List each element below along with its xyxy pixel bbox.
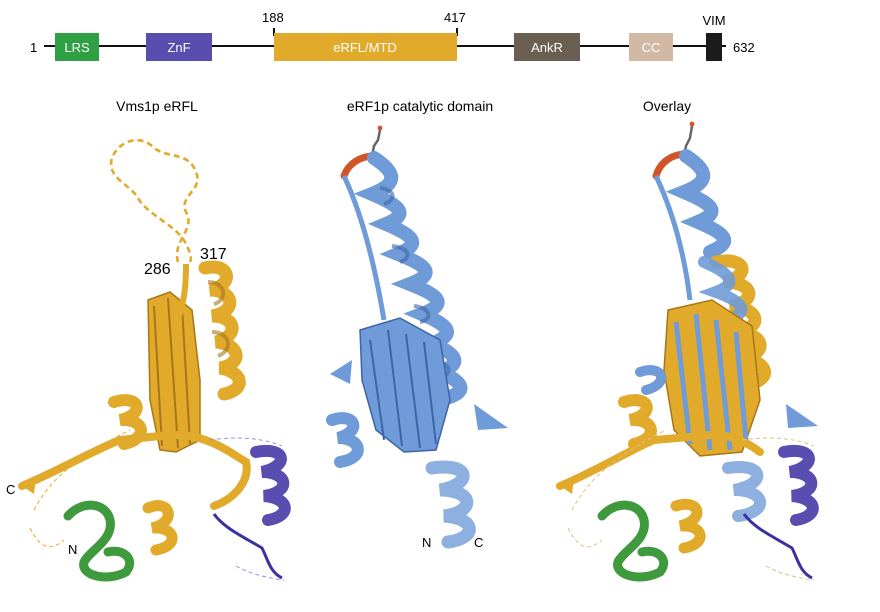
lower-base: [18, 431, 251, 510]
purple-loop: [212, 513, 283, 580]
beta-arrow-right: [474, 404, 508, 430]
domain-box-vim: [706, 33, 722, 61]
domain-map-end-label: 632: [733, 40, 755, 55]
domain-box-znf: [146, 33, 212, 61]
domain-label-ankr: AnkR: [531, 40, 563, 55]
overlay-beta-arrow: [786, 404, 818, 428]
overlay-blue-helix-lower: [698, 256, 748, 326]
panel-title-overlay: Overlay: [643, 98, 691, 114]
domain-label-znf: ZnF: [167, 40, 190, 55]
long-helix-shade: [379, 186, 451, 380]
residue-label-286: 286: [144, 261, 171, 278]
beta-core: [359, 317, 451, 453]
overlay-lower-helix-gold: [670, 498, 706, 554]
helix-317: [198, 260, 246, 401]
tip-sidechain-end: [377, 125, 383, 131]
domain-box-erfl: [274, 33, 457, 61]
green-region: [63, 500, 135, 582]
overlay-helix-left-blue: [635, 365, 667, 395]
beta-core-strands: [369, 329, 437, 449]
overlay-lower-helix-blue: [722, 461, 766, 522]
overlay-purple-helix: [778, 444, 819, 526]
purple-helix: [250, 444, 291, 526]
domain-label-vim: VIM: [702, 13, 725, 28]
structure-vms1p-erfl: 286 317 C N: [6, 139, 291, 582]
domain-label-cc: CC: [642, 40, 661, 55]
connector-dash-right: [209, 437, 285, 581]
connector-dash-left: [29, 429, 131, 548]
domain-box-cc: [629, 33, 673, 61]
c-terminus-label-left: C: [6, 482, 15, 497]
domain-box-ankr: [514, 33, 580, 61]
helix-317-shade: [207, 280, 230, 358]
c-terminus-label-mid: C: [474, 535, 483, 550]
helix-left: [326, 412, 364, 468]
overlay-helix-left-gold: [618, 394, 657, 450]
n-terminus-label-mid: N: [422, 535, 431, 550]
tip-sidechain: [370, 129, 382, 157]
overlay-lower-base: [556, 431, 764, 490]
descending-loop: [341, 174, 387, 321]
overlay-c-arrow: [560, 478, 574, 494]
strand-286: [175, 263, 189, 321]
disordered-loop: [109, 139, 199, 263]
overlay-purple-loop: [742, 513, 813, 580]
overlay-connector-dash: [567, 429, 815, 581]
helix-lower: [425, 460, 476, 549]
position-label-417: 417: [444, 10, 466, 25]
lower-helix-gold: [142, 500, 178, 556]
n-terminus-label-left: N: [68, 542, 77, 557]
domain-label-lrs: LRS: [64, 40, 90, 55]
overlay-long-helix: [665, 149, 732, 259]
overlay-descending-loop: [653, 174, 693, 301]
overlay-sidechain-end: [689, 121, 695, 127]
structure-erf1p: N C: [326, 125, 508, 550]
panel-title-vms1p: Vms1p eRFL: [116, 98, 198, 114]
structure-overlay: [556, 121, 819, 582]
beta-strands: [153, 297, 191, 449]
domain-map: 1 632 188 417 LRS ZnF eRFL/MTD AnkR CC V…: [30, 10, 755, 61]
overlay-green-region: [597, 500, 669, 582]
position-label-188: 188: [262, 10, 284, 25]
beta-arrow-left: [330, 360, 352, 384]
panel-title-erf1p: eRF1p catalytic domain: [347, 98, 493, 114]
domain-box-lrs: [55, 33, 99, 61]
c-terminal-arrow: [22, 478, 36, 494]
overlay-beta-core-blue: [673, 313, 749, 451]
domain-label-erfl: eRFL/MTD: [333, 40, 397, 55]
residue-label-317: 317: [200, 246, 227, 263]
domain-map-start-label: 1: [30, 40, 37, 55]
beta-sheet-body: [147, 291, 201, 453]
